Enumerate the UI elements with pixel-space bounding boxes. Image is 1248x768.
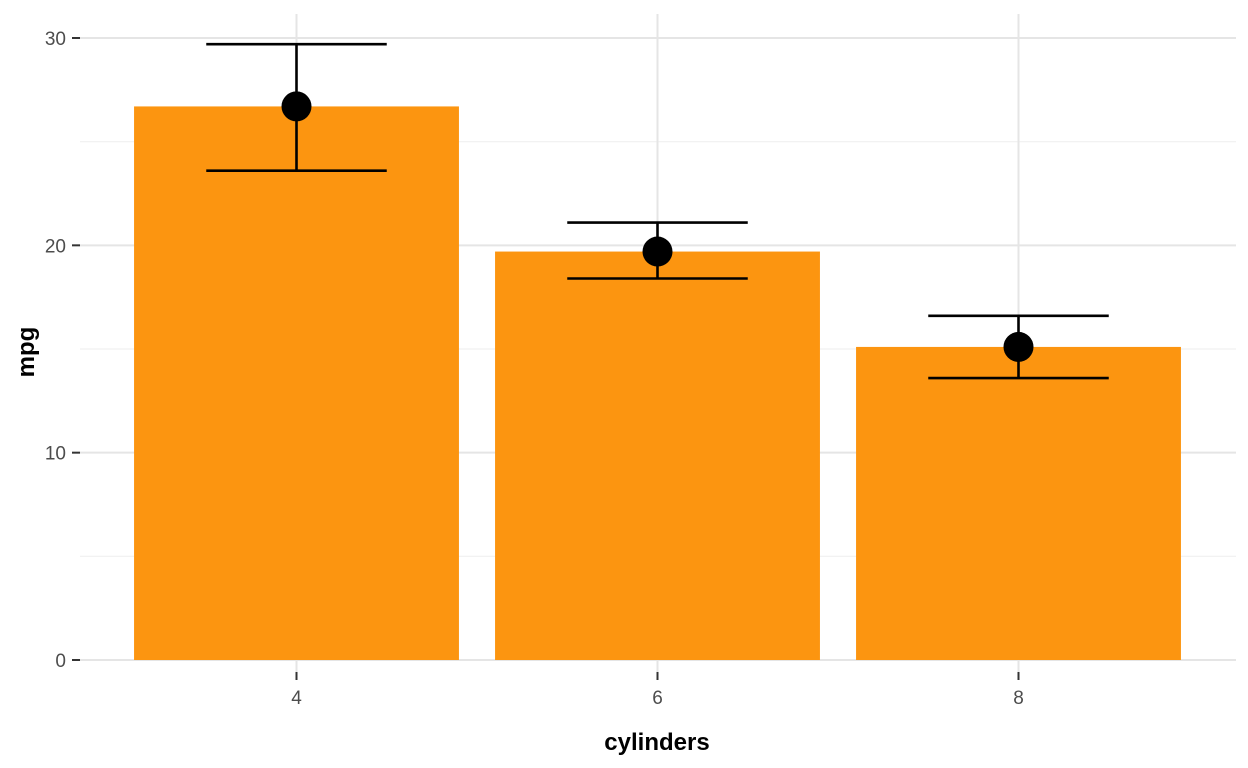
mean-points: [281, 91, 1034, 362]
x-tick-label: 4: [291, 688, 302, 709]
bar-cyl-6: [495, 251, 820, 660]
x-tick-label: 8: [1013, 688, 1024, 709]
bars: [134, 106, 1181, 661]
y-tick-label: 30: [45, 29, 66, 50]
y-tick-label: 20: [45, 236, 66, 257]
y-tick-label: 10: [45, 444, 66, 465]
axes: 0 10 20 30 4 6 8: [45, 29, 1024, 709]
x-tick-label: 6: [652, 688, 663, 709]
bar-cyl-8: [856, 346, 1181, 660]
bar-cyl-4: [134, 106, 459, 661]
mean-point-cyl-6: [642, 236, 673, 267]
mean-point-cyl-4: [281, 91, 312, 122]
x-axis-title: cylinders: [604, 729, 709, 756]
mean-point-cyl-8: [1003, 331, 1034, 362]
error-bars: [206, 42, 1109, 380]
y-axis-title: mpg: [13, 327, 40, 378]
y-tick-label: 0: [55, 651, 66, 672]
